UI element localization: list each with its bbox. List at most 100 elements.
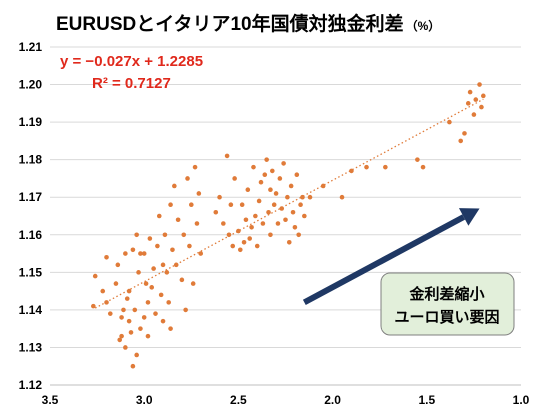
data-point — [123, 251, 128, 256]
y-axis-tick-labels: 1.12 1.13 1.14 1.15 1.16 1.17 1.18 1.19 1.20 1.21 — [19, 40, 43, 392]
data-point — [136, 270, 141, 275]
y-tick-label: 1.19 — [19, 115, 43, 129]
data-point — [134, 232, 139, 238]
data-points — [91, 82, 486, 369]
data-point — [138, 326, 143, 331]
data-point — [300, 194, 305, 200]
data-point — [155, 243, 160, 249]
y-tick-label: 1.18 — [19, 153, 43, 167]
data-point — [307, 194, 313, 200]
data-point — [141, 251, 147, 256]
data-point — [138, 251, 143, 256]
data-point — [107, 311, 113, 316]
data-point — [168, 326, 173, 331]
data-point — [226, 232, 232, 238]
data-point — [286, 239, 292, 245]
chart-title: EURUSDとイタリア10年国債対独金利差 （%） — [56, 12, 440, 35]
data-point — [134, 352, 139, 358]
chart-title-text: EURUSDとイタリア10年国債対独金利差 — [56, 12, 404, 35]
data-point — [281, 161, 286, 166]
data-point — [100, 288, 106, 294]
data-point — [123, 345, 128, 350]
data-point — [277, 176, 283, 181]
data-point — [181, 232, 187, 238]
annotation-box — [380, 272, 515, 336]
data-point — [187, 243, 192, 249]
data-point — [266, 209, 271, 215]
annotation-line1: 金利差縮小 — [408, 285, 484, 303]
data-point — [104, 255, 109, 260]
data-point — [294, 172, 300, 177]
data-point — [162, 232, 168, 238]
data-point — [268, 232, 273, 238]
data-point — [415, 157, 420, 162]
y-tick-label: 1.14 — [19, 303, 43, 317]
data-point — [132, 307, 138, 313]
data-point — [194, 221, 200, 226]
data-point — [113, 281, 119, 286]
data-point — [190, 281, 196, 286]
data-point — [253, 213, 258, 219]
data-point — [160, 318, 166, 324]
data-point — [249, 224, 254, 230]
data-point — [447, 119, 452, 125]
y-tick-label: 1.21 — [19, 40, 43, 54]
data-point — [145, 333, 151, 339]
data-point — [104, 300, 109, 305]
r-squared: R² = 0.7127 — [92, 75, 171, 92]
data-point — [145, 300, 151, 305]
y-tick-label: 1.20 — [19, 78, 43, 92]
data-point — [471, 112, 477, 117]
y-tick-label: 1.16 — [19, 228, 43, 242]
data-point — [126, 288, 132, 294]
data-point — [126, 318, 132, 324]
arrow-shaft — [302, 214, 466, 306]
data-point — [273, 191, 279, 196]
data-point — [465, 101, 471, 106]
data-point — [292, 224, 298, 230]
data-point — [481, 93, 486, 99]
data-point — [260, 221, 266, 226]
data-point — [156, 213, 162, 219]
data-point — [92, 273, 98, 279]
trend-equation: y = −0.027x + 1.2285 — [60, 53, 203, 70]
data-point — [149, 285, 155, 290]
chart-title-unit: （%） — [406, 18, 441, 33]
data-point — [383, 164, 388, 170]
x-tick-label: 1.5 — [418, 393, 435, 407]
data-point — [117, 337, 123, 343]
data-point — [262, 172, 268, 177]
arrow-head — [458, 208, 480, 226]
data-point — [251, 164, 256, 170]
data-point — [258, 179, 264, 185]
data-point — [477, 82, 482, 87]
data-point — [462, 131, 467, 136]
data-point — [151, 266, 156, 271]
data-point — [173, 262, 179, 268]
data-point — [232, 176, 237, 181]
data-point — [189, 202, 194, 208]
data-point — [479, 104, 484, 110]
data-point — [196, 191, 202, 196]
data-point — [285, 194, 290, 200]
data-point — [164, 270, 170, 275]
x-tick-label: 3.0 — [136, 393, 153, 407]
data-point — [298, 202, 303, 208]
data-point — [320, 183, 326, 189]
data-point — [124, 296, 130, 301]
data-point — [264, 157, 269, 162]
data-point — [217, 194, 222, 200]
data-point — [290, 209, 296, 215]
data-point — [236, 228, 241, 234]
data-point — [119, 315, 124, 320]
data-point — [185, 176, 190, 181]
data-point — [130, 363, 136, 369]
annotation-line2: ユーロ買い要因 — [394, 308, 499, 326]
data-point — [271, 202, 277, 208]
y-tick-label: 1.13 — [19, 340, 43, 354]
data-point — [247, 236, 253, 241]
data-point — [213, 209, 219, 215]
data-point — [283, 217, 288, 223]
data-point — [349, 168, 354, 174]
